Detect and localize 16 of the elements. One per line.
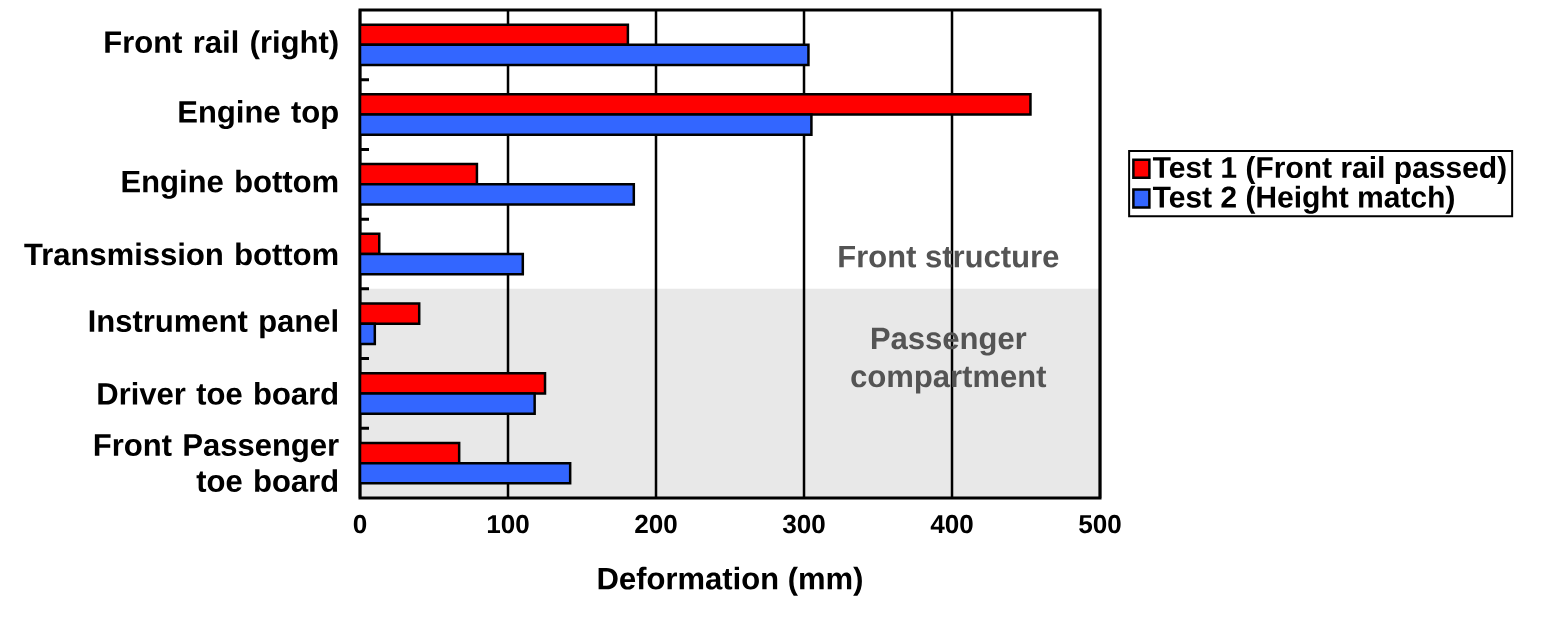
y-tick-label: Instrument panel — [89, 309, 337, 339]
y-tick-label: Engine bottom — [122, 169, 338, 199]
y-tick-label: Driver toe board — [98, 382, 338, 405]
x-axis-title: Deformation (mm) — [598, 566, 862, 596]
x-tick-label: 300 — [782, 514, 825, 534]
x-tick-label: 200 — [635, 514, 677, 534]
legend-label: Test 2 (Height match) — [1152, 185, 1454, 214]
x-tick-label: 500 — [1079, 514, 1121, 534]
y-tick-label: Engine top — [179, 100, 338, 130]
x-tick-label: 400 — [930, 514, 973, 534]
y-tick-label: Front rail (right) — [105, 30, 338, 60]
x-tick-label: 100 — [487, 514, 529, 534]
legend-label: Test 1 (Front rail passed) — [1152, 156, 1506, 184]
y-tick-label: Front Passenger toe board — [94, 434, 339, 492]
x-tick-label: 0 — [353, 514, 367, 534]
y-tick-label: Transmission bottom — [24, 242, 338, 266]
